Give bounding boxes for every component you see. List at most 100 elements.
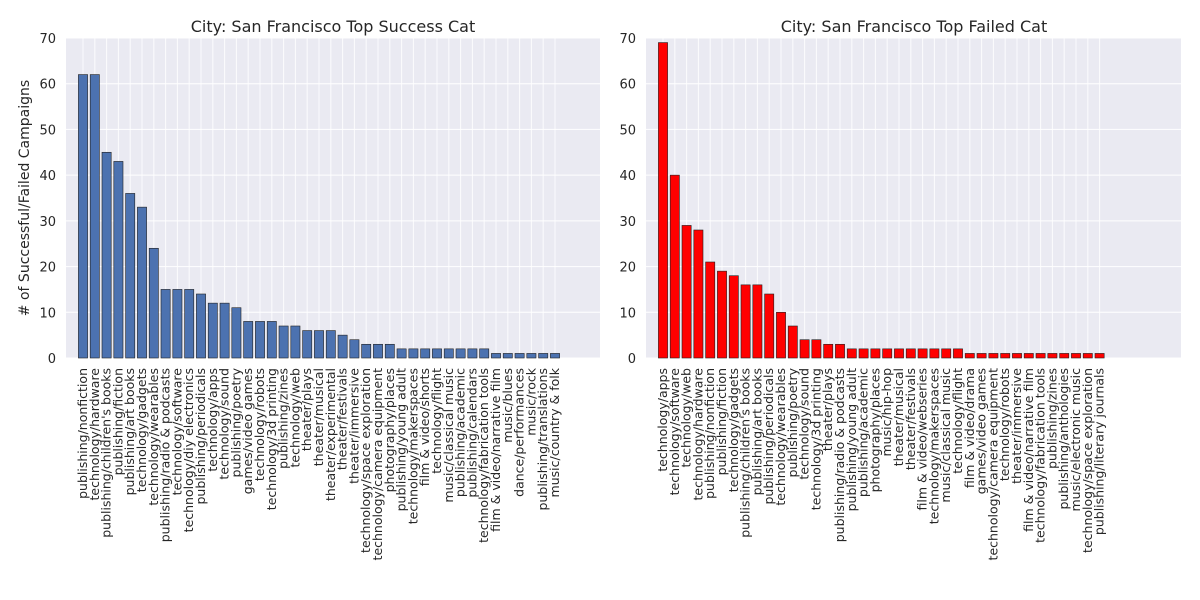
success-x-tick-label: technology/wearables [146, 368, 161, 506]
success-x-tick-label: theater/festivals [335, 368, 350, 470]
failed-bar [705, 261, 716, 359]
failed-x-tick-label: music/hip-hop [879, 368, 894, 457]
success-bar [538, 353, 549, 359]
success-chart-title: City: San Francisco Top Success Cat [191, 17, 476, 36]
failed-bar [658, 42, 668, 359]
success-y-tick-label: 70 [39, 32, 56, 47]
failed-bar [787, 325, 798, 359]
success-bar [467, 348, 478, 359]
failed-bar [846, 348, 857, 359]
success-bar [337, 334, 348, 359]
failed-x-tick-label: technology/gadgets [726, 368, 741, 492]
failed-x-tick-label: technology/wearables [773, 368, 788, 506]
failed-bar [693, 229, 704, 359]
failed-x-tick-label: publishing/academic [856, 368, 871, 497]
success-bar [502, 353, 513, 359]
failed-x-tick-label: film & video/webseries [915, 368, 930, 510]
success-y-tick-label: 0 [48, 352, 56, 367]
failed-x-tick-label: music/classical music [938, 368, 953, 503]
success-y-tick-label: 10 [39, 306, 56, 321]
success-bar [172, 289, 183, 359]
failed-bar [811, 339, 822, 359]
success-x-tick-label: technology/space exploration [358, 368, 373, 553]
failed-x-tick-label: publishing/literary journals [1092, 368, 1107, 535]
failed-bar [740, 284, 751, 359]
failed-bar [894, 348, 904, 359]
success-x-tick-label: technology/fabrication tools [476, 368, 491, 543]
success-bar [455, 348, 466, 359]
success-bar [349, 339, 360, 359]
failed-x-tick-label: technology/flight [950, 368, 965, 474]
success-bar [113, 161, 124, 359]
failed-bar [1059, 353, 1070, 359]
failed-bar [776, 311, 786, 359]
success-bar [373, 343, 383, 359]
failed-bar [941, 348, 952, 359]
success-bar [231, 307, 242, 359]
success-bar [148, 247, 159, 359]
failed-y-tick-label: 20 [619, 261, 636, 276]
failed-x-tick-label: publishing/radio & podcasts [832, 368, 847, 542]
success-bar [514, 353, 525, 359]
failed-x-tick-label: technology/hardware [690, 368, 705, 501]
failed-chart: 010203040506070technology/appstechnology… [619, 17, 1181, 560]
success-x-tick-label: theater/experimental [323, 368, 338, 501]
failed-y-tick-label: 70 [619, 32, 636, 47]
failed-x-tick-label: technology/3d printing [808, 368, 823, 510]
failed-bar [870, 348, 881, 359]
success-bar [207, 302, 218, 359]
failed-x-tick-label: publishing/poetry [785, 367, 800, 477]
failed-y-tick-label: 0 [628, 352, 636, 367]
success-y-tick-label: 50 [39, 123, 56, 138]
success-x-tick-label: technology/software [169, 368, 184, 496]
success-x-tick-label: games/video games [240, 368, 255, 494]
failed-x-tick-label: theater/plays [820, 368, 835, 451]
success-x-tick-label: publishing/academic [453, 368, 468, 497]
failed-bar [1035, 353, 1046, 359]
success-x-tick-label: publishing/periodicals [193, 368, 208, 505]
success-x-tick-label: technology/robots [252, 368, 267, 481]
success-bar [125, 193, 136, 359]
failed-bar [1012, 353, 1022, 359]
failed-bar [1094, 353, 1105, 359]
success-x-tick-label: publishing/calendars [464, 368, 479, 498]
failed-y-tick-label: 50 [619, 123, 636, 138]
failed-y-tick-label: 30 [619, 215, 636, 230]
failed-x-tick-label: theater/musical [891, 368, 906, 466]
failed-bar [882, 348, 893, 359]
failed-bar [752, 284, 763, 359]
success-bar [290, 325, 301, 359]
success-x-tick-label: publishing/art books [122, 368, 137, 495]
success-bar [266, 321, 277, 359]
failed-bar [669, 174, 680, 359]
success-x-tick-label: publishing/nonfiction [75, 368, 90, 499]
failed-x-tick-label: film & video/narrative film [1021, 368, 1036, 532]
failed-x-tick-label: theater/immersive [1009, 368, 1024, 484]
failed-y-tick-label: 10 [619, 306, 636, 321]
failed-bar [1023, 353, 1034, 359]
success-y-tick-label: 40 [39, 169, 56, 184]
failed-bar [717, 270, 727, 359]
success-x-tick-label: technology/web [287, 368, 302, 468]
success-x-tick-label: publishing/radio & podcasts [158, 368, 173, 542]
failed-bar [835, 343, 845, 359]
success-x-tick-label: theater/plays [299, 368, 314, 451]
success-x-tick-label: technology/makerspaces [405, 368, 420, 524]
failed-x-tick-label: technology/web [679, 368, 694, 468]
success-bar [243, 321, 254, 359]
failed-x-tick-label: games/video games [974, 368, 989, 494]
success-bar [184, 289, 195, 359]
failed-x-tick-label: publishing/fiction [714, 368, 729, 475]
success-chart-y-axis-label: # of Successful/Failed Campaigns [17, 80, 33, 316]
success-x-tick-label: technology/sound [217, 368, 232, 480]
success-bar [491, 353, 501, 359]
success-x-tick-label: music/rock [523, 367, 538, 436]
success-x-tick-label: technology/gadgets [134, 368, 149, 492]
success-x-tick-label: music/country & folk [547, 367, 562, 497]
success-x-tick-label: technology/apps [205, 368, 220, 472]
failed-x-tick-label: technology/makerspaces [926, 368, 941, 524]
success-x-tick-label: dance/performances [512, 368, 527, 497]
success-chart: 010203040506070publishing/nonfictiontech… [17, 17, 600, 560]
failed-x-tick-label: technology/software [667, 368, 682, 496]
